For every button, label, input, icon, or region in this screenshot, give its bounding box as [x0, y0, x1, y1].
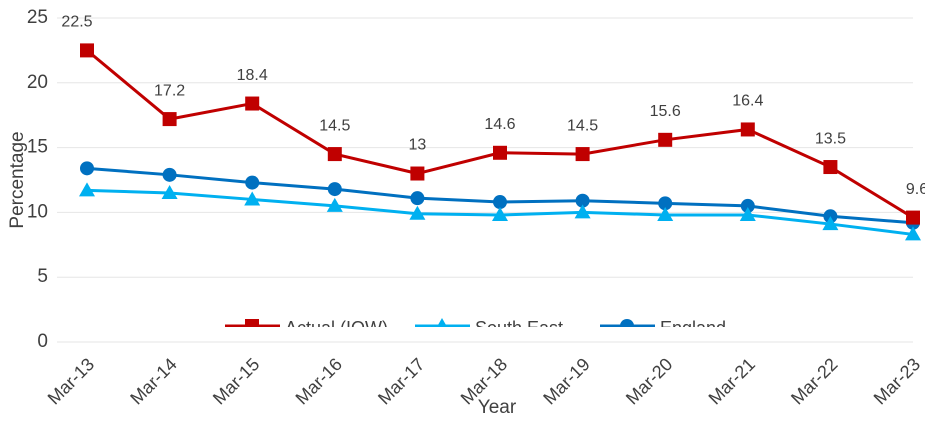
y-axis-title: Percentage [7, 131, 28, 228]
marker [436, 318, 448, 327]
marker [493, 195, 507, 210]
x-tick-label: Mar-13 [44, 354, 98, 408]
legend-label: England [660, 318, 726, 338]
marker [244, 191, 261, 206]
marker [80, 43, 94, 58]
y-tick-label: 5 [37, 266, 48, 287]
marker [620, 319, 634, 327]
data-label: 14.5 [567, 117, 598, 134]
marker [657, 206, 674, 221]
x-tick-label: Mar-14 [126, 354, 180, 408]
data-label: 16.4 [732, 93, 763, 110]
marker [823, 160, 838, 175]
data-label: 17.2 [154, 82, 185, 99]
marker [658, 196, 673, 211]
marker [326, 197, 343, 212]
x-tick-label: Mar-21 [705, 354, 759, 408]
data-label: 14.6 [484, 116, 515, 133]
legend-label: South East [475, 318, 563, 338]
series-line [86, 49, 914, 219]
marker [162, 112, 177, 127]
marker [410, 166, 425, 181]
marker [245, 175, 260, 190]
marker [79, 182, 95, 197]
marker [739, 206, 756, 221]
x-axis-title: Year [478, 397, 517, 418]
y-tick-label: 20 [27, 72, 48, 93]
x-tick-label: Mar-20 [622, 354, 676, 408]
marker [327, 147, 342, 162]
x-tick-label: Mar-23 [870, 354, 924, 408]
marker [162, 167, 177, 182]
x-tick-label: Mar-19 [539, 354, 593, 408]
y-tick-label: 10 [27, 201, 48, 222]
marker [493, 145, 507, 160]
legend-label: Actual (IOW) [285, 318, 388, 338]
marker [80, 161, 94, 176]
legend: Actual (IOW) South East England [225, 318, 726, 338]
data-label: 13 [409, 137, 427, 154]
marker [409, 205, 426, 220]
x-tick-label: Mar-22 [787, 354, 841, 408]
marker [740, 122, 755, 137]
marker [245, 96, 260, 111]
marker [574, 204, 591, 219]
y-tick-label: 15 [27, 137, 48, 158]
data-label: 18.4 [237, 67, 268, 84]
marker [822, 216, 839, 231]
marker [410, 191, 425, 206]
marker [161, 184, 178, 199]
marker [492, 206, 508, 221]
y-tick-label: 25 [27, 7, 48, 28]
marker [905, 226, 921, 241]
data-label: 9.6 [906, 181, 925, 198]
marker [245, 319, 259, 327]
marker [740, 198, 755, 213]
marker [575, 193, 590, 208]
y-tick-label: 0 [37, 331, 48, 352]
data-label: 15.6 [650, 103, 681, 120]
marker [327, 182, 342, 197]
data-label: 22.5 [61, 14, 92, 31]
x-tick-label: Mar-16 [292, 354, 346, 408]
x-tick-label: Mar-17 [374, 354, 428, 408]
marker [906, 210, 920, 225]
x-tick-label: Mar-15 [209, 354, 263, 408]
data-label: 14.5 [319, 117, 350, 134]
marker [658, 132, 673, 147]
marker [575, 147, 590, 162]
data-label: 13.5 [815, 130, 846, 147]
